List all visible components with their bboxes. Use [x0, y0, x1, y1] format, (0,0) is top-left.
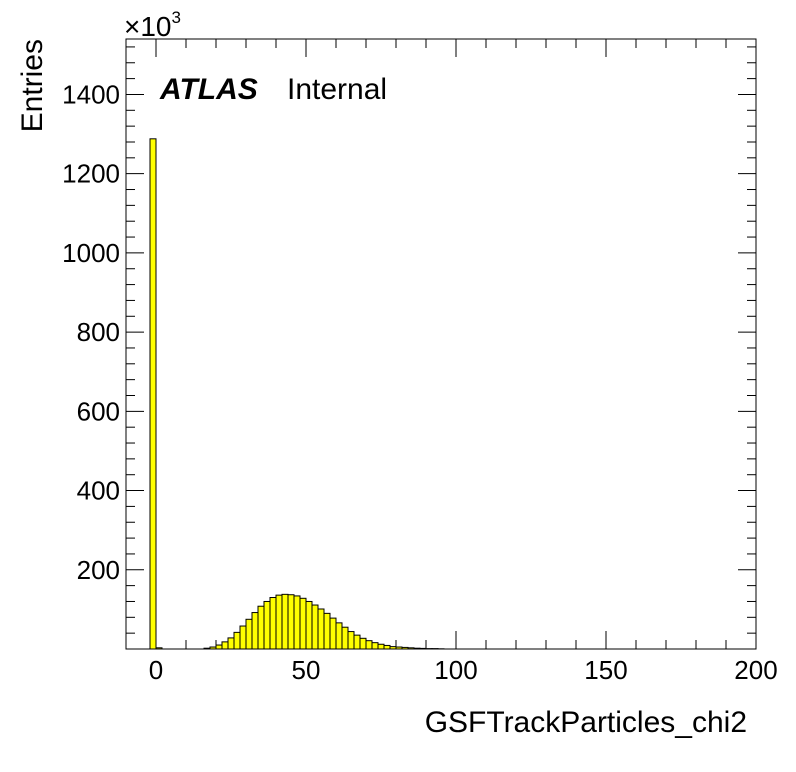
- histogram-bar: [245, 618, 253, 650]
- x-axis-title: GSFTrackParticles_chi2: [425, 706, 747, 739]
- histogram-bar: [371, 642, 379, 650]
- x-tick-label: 150: [584, 655, 627, 685]
- histogram-bar: [377, 643, 385, 650]
- histogram-bar: [365, 640, 373, 650]
- histogram-bar: [149, 138, 157, 650]
- histogram-bar: [227, 637, 235, 650]
- internal-label: Internal: [287, 73, 387, 106]
- y-tick-label: 800: [77, 317, 120, 347]
- histogram-bar: [281, 593, 289, 650]
- histogram-bar: [221, 641, 229, 650]
- histogram-bar: [323, 612, 331, 650]
- histogram-bar: [233, 631, 241, 650]
- histogram-bar: [305, 600, 313, 650]
- histogram-bar: [347, 631, 355, 650]
- x-tick-labels: 0 50 100 150 200: [149, 655, 778, 685]
- histogram-bar: [299, 597, 307, 650]
- x-tick-label: 100: [434, 655, 477, 685]
- histogram-bar: [287, 594, 295, 650]
- histogram-bar: [275, 594, 283, 650]
- histogram-bar: [251, 612, 259, 650]
- histogram-bar: [311, 604, 319, 650]
- axis-ticks: [125, 39, 757, 649]
- y-tick-label: 400: [77, 476, 120, 506]
- atlas-label: ATLAS: [159, 73, 258, 106]
- y-tick-label: 1400: [62, 79, 120, 109]
- x-tick-label: 200: [734, 655, 777, 685]
- histogram-bar: [239, 625, 247, 650]
- y-tick-label: 1000: [62, 238, 120, 268]
- plot-frame: [125, 38, 757, 650]
- x-tick-label: 50: [292, 655, 321, 685]
- y-axis-title: Entries: [16, 39, 49, 132]
- histogram-bar: [317, 608, 325, 650]
- histogram-bar: [293, 595, 301, 650]
- histogram-bar: [263, 600, 271, 650]
- histogram-bar: [329, 617, 337, 650]
- histogram-bar: [359, 637, 367, 650]
- histogram-bar: [341, 626, 349, 650]
- y-tick-label: 200: [77, 555, 120, 585]
- histogram-bar: [257, 605, 265, 650]
- x-tick-label: 0: [149, 655, 163, 685]
- histogram-bar: [383, 644, 391, 650]
- y-multiplier-label: ×103: [124, 8, 181, 42]
- histogram-bars: [149, 138, 445, 650]
- histogram-bar: [353, 634, 361, 650]
- y-tick-labels: 200 400 600 800 1000 1200 1400: [62, 79, 120, 584]
- histogram-bar: [269, 597, 277, 650]
- histogram-bar: [215, 644, 223, 650]
- histogram-bar: [335, 622, 343, 650]
- y-tick-label: 600: [77, 396, 120, 426]
- y-tick-label: 1200: [62, 159, 120, 189]
- plot-background: [126, 39, 756, 649]
